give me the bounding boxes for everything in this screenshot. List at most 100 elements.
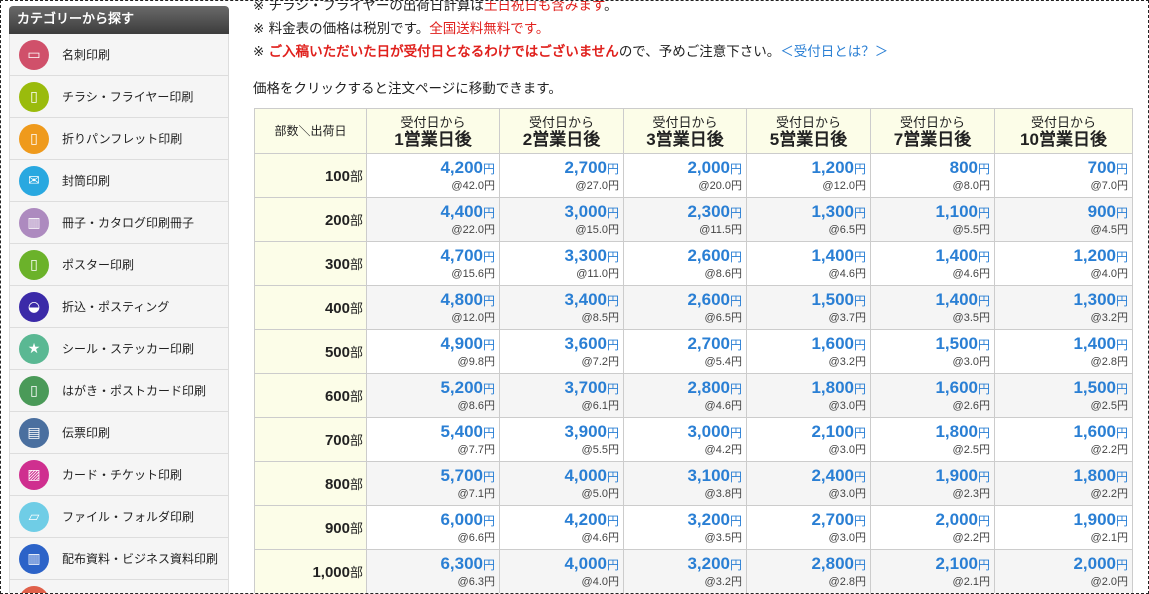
price-cell[interactable]: 2,800円 @4.6円 (623, 373, 747, 418)
sidebar-item[interactable]: ✉ 封筒印刷 (9, 160, 229, 202)
price-link[interactable]: 1,200円 (995, 246, 1128, 267)
price-cell[interactable]: 1,800円 @2.2円 (994, 461, 1133, 506)
price-link[interactable]: 5,400円 (367, 422, 495, 443)
sidebar-item[interactable]: ▨ カード・チケット印刷 (9, 454, 229, 496)
price-link[interactable]: 1,900円 (871, 466, 990, 487)
price-cell[interactable]: 4,400円 @22.0円 (366, 197, 500, 242)
price-link[interactable]: 2,700円 (500, 158, 619, 179)
price-cell[interactable]: 2,100円 @3.0円 (746, 417, 871, 462)
price-cell[interactable]: 3,400円 @8.5円 (499, 285, 624, 330)
price-link[interactable]: 5,700円 (367, 466, 495, 487)
price-link[interactable]: 1,800円 (995, 466, 1128, 487)
price-cell[interactable]: 1,500円 @3.7円 (746, 285, 871, 330)
price-link[interactable]: 1,200円 (747, 158, 866, 179)
price-cell[interactable]: 2,000円 @20.0円 (623, 153, 747, 198)
price-link[interactable]: 4,000円 (500, 554, 619, 575)
price-link[interactable]: 6,300円 (367, 554, 495, 575)
price-cell[interactable]: 1,400円 @2.8円 (994, 329, 1133, 374)
price-link[interactable]: 4,800円 (367, 290, 495, 311)
price-link[interactable]: 3,200円 (624, 554, 742, 575)
price-link[interactable]: 2,600円 (624, 290, 742, 311)
price-link[interactable]: 4,200円 (500, 510, 619, 531)
price-link[interactable]: 1,400円 (871, 246, 990, 267)
price-link[interactable]: 3,300円 (500, 246, 619, 267)
price-cell[interactable]: 800円 @8.0円 (870, 153, 995, 198)
price-link[interactable]: 700円 (995, 158, 1128, 179)
price-cell[interactable]: 1,500円 @3.0円 (870, 329, 995, 374)
price-cell[interactable]: 900円 @4.5円 (994, 197, 1133, 242)
price-link[interactable]: 2,600円 (624, 246, 742, 267)
price-cell[interactable]: 1,100円 @5.5円 (870, 197, 995, 242)
price-cell[interactable]: 2,300円 @11.5円 (623, 197, 747, 242)
price-cell[interactable]: 1,900円 @2.1円 (994, 505, 1133, 550)
price-link[interactable]: 2,000円 (995, 554, 1128, 575)
price-link[interactable]: 1,800円 (747, 378, 866, 399)
price-link[interactable]: 2,400円 (747, 466, 866, 487)
price-cell[interactable]: 1,200円 @4.0円 (994, 241, 1133, 286)
sidebar-item[interactable]: ▯ チラシ・フライヤー印刷 (9, 76, 229, 118)
price-link[interactable]: 2,100円 (747, 422, 866, 443)
price-cell[interactable]: 1,800円 @3.0円 (746, 373, 871, 418)
price-cell[interactable]: 2,400円 @3.0円 (746, 461, 871, 506)
price-link[interactable]: 1,300円 (995, 290, 1128, 311)
price-link[interactable]: 4,700円 (367, 246, 495, 267)
price-link[interactable]: 2,100円 (871, 554, 990, 575)
sidebar-item[interactable]: ★ シール・ステッカー印刷 (9, 328, 229, 370)
price-link[interactable]: 1,100円 (871, 202, 990, 223)
price-cell[interactable]: 3,700円 @6.1円 (499, 373, 624, 418)
price-cell[interactable]: 1,600円 @2.6円 (870, 373, 995, 418)
sidebar-item[interactable]: ◒ 折込・ポスティング (9, 286, 229, 328)
price-link[interactable]: 1,600円 (871, 378, 990, 399)
price-cell[interactable]: 5,200円 @8.6円 (366, 373, 500, 418)
price-link[interactable]: 2,000円 (624, 158, 742, 179)
price-link[interactable]: 900円 (995, 202, 1128, 223)
price-link[interactable]: 6,000円 (367, 510, 495, 531)
price-link[interactable]: 3,100円 (624, 466, 742, 487)
price-cell[interactable]: 1,200円 @12.0円 (746, 153, 871, 198)
sidebar-item[interactable]: ▭ 名刺印刷 (9, 34, 229, 76)
price-link[interactable]: 1,500円 (747, 290, 866, 311)
price-link[interactable]: 1,500円 (995, 378, 1128, 399)
price-cell[interactable]: 2,600円 @6.5円 (623, 285, 747, 330)
price-link[interactable]: 1,300円 (747, 202, 866, 223)
price-link[interactable]: 2,800円 (747, 554, 866, 575)
price-cell[interactable]: 1,300円 @3.2円 (994, 285, 1133, 330)
price-link[interactable]: 2,700円 (747, 510, 866, 531)
price-link[interactable]: 1,500円 (871, 334, 990, 355)
price-cell[interactable]: 2,700円 @3.0円 (746, 505, 871, 550)
price-cell[interactable]: 6,000円 @6.6円 (366, 505, 500, 550)
receipt-date-link[interactable]: ＜受付日とは？＞ (780, 44, 889, 60)
price-link[interactable]: 4,400円 (367, 202, 495, 223)
price-cell[interactable]: 4,000円 @4.0円 (499, 549, 624, 593)
sidebar-item[interactable]: ▥ 配布資料・ビジネス資料印刷 (9, 538, 229, 580)
price-link[interactable]: 800円 (871, 158, 990, 179)
price-link[interactable]: 4,900円 (367, 334, 495, 355)
price-link[interactable]: 1,400円 (995, 334, 1128, 355)
sidebar-item[interactable]: ▯ ポスター印刷 (9, 244, 229, 286)
price-cell[interactable]: 4,000円 @5.0円 (499, 461, 624, 506)
price-cell[interactable]: 3,000円 @15.0円 (499, 197, 624, 242)
price-link[interactable]: 3,000円 (500, 202, 619, 223)
price-cell[interactable]: 1,400円 @4.6円 (746, 241, 871, 286)
sidebar-item[interactable]: ▱ ファイル・フォルダ印刷 (9, 496, 229, 538)
price-cell[interactable]: 4,800円 @12.0円 (366, 285, 500, 330)
price-cell[interactable]: 3,300円 @11.0円 (499, 241, 624, 286)
price-cell[interactable]: 5,700円 @7.1円 (366, 461, 500, 506)
price-link[interactable]: 1,800円 (871, 422, 990, 443)
price-cell[interactable]: 5,400円 @7.7円 (366, 417, 500, 462)
price-cell[interactable]: 4,200円 @4.6円 (499, 505, 624, 550)
price-link[interactable]: 2,000円 (871, 510, 990, 531)
sidebar-item[interactable]: ▥ 冊子・カタログ印刷冊子 (9, 202, 229, 244)
sidebar-item[interactable] (9, 580, 229, 593)
price-link[interactable]: 4,200円 (367, 158, 495, 179)
price-cell[interactable]: 1,300円 @6.5円 (746, 197, 871, 242)
sidebar-item[interactable]: ▯ 折りパンフレット印刷 (9, 118, 229, 160)
price-link[interactable]: 3,700円 (500, 378, 619, 399)
price-cell[interactable]: 4,700円 @15.6円 (366, 241, 500, 286)
price-link[interactable]: 4,000円 (500, 466, 619, 487)
price-cell[interactable]: 1,400円 @3.5円 (870, 285, 995, 330)
price-link[interactable]: 1,400円 (747, 246, 866, 267)
price-link[interactable]: 1,900円 (995, 510, 1128, 531)
price-cell[interactable]: 2,600円 @8.6円 (623, 241, 747, 286)
price-link[interactable]: 3,900円 (500, 422, 619, 443)
